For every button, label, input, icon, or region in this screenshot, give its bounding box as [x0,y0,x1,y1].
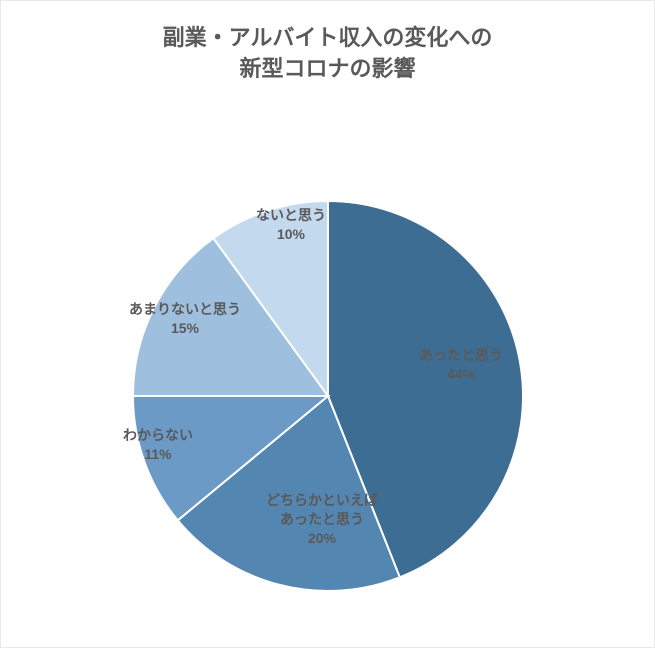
pie-chart-container: 副業・アルバイト収入の変化への 新型コロナの影響 あったと思う 44% どちらか… [0,0,655,648]
chart-title: 副業・アルバイト収入の変化への 新型コロナの影響 [1,1,654,85]
pie-chart-svg [131,199,525,593]
chart-title-line1: 副業・アルバイト収入の変化への [163,25,493,50]
chart-title-line2: 新型コロナの影響 [239,56,415,81]
